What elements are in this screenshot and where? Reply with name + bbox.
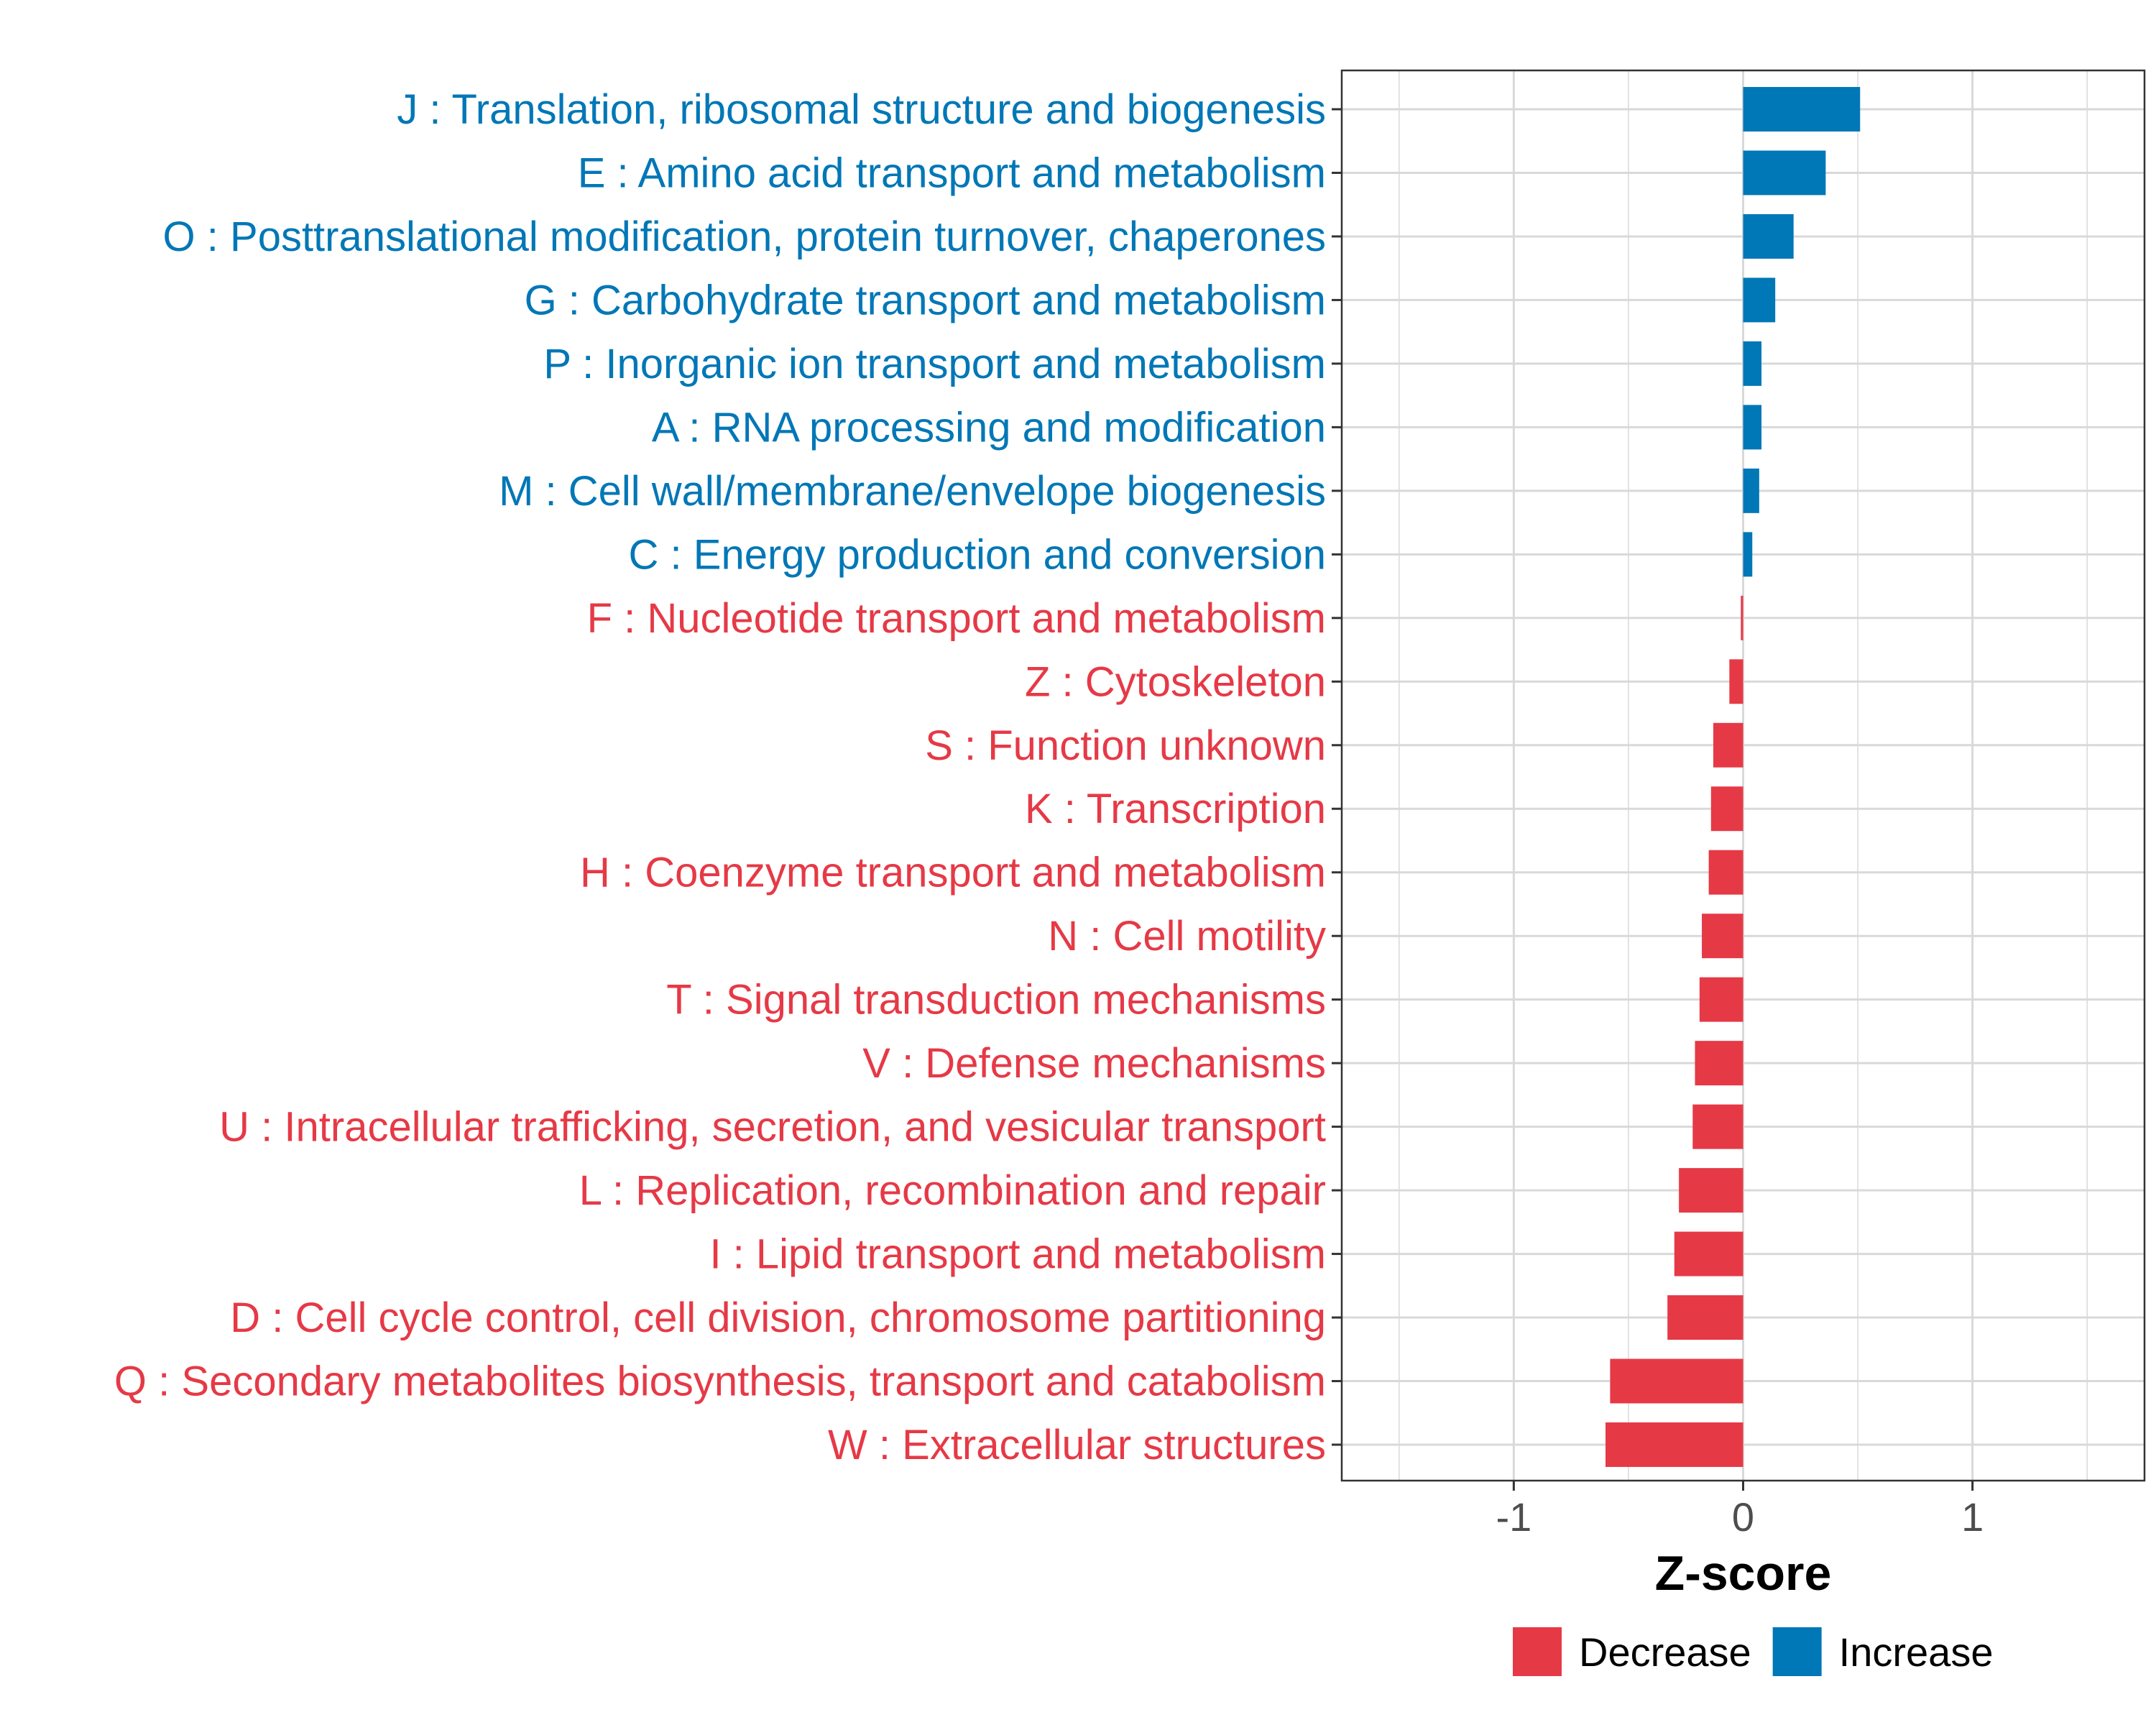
bar xyxy=(1743,405,1762,450)
category-label: F : Nucleotide transport and metabolism xyxy=(587,595,1326,642)
category-label: C : Energy production and conversion xyxy=(629,531,1326,578)
category-label: K : Transcription xyxy=(1025,786,1326,832)
category-label: L : Replication, recombination and repai… xyxy=(579,1167,1326,1214)
bar xyxy=(1710,786,1743,832)
legend-swatch xyxy=(1513,1627,1562,1676)
category-label: Z : Cytoskeleton xyxy=(1025,658,1326,705)
bar xyxy=(1743,213,1794,259)
bar xyxy=(1741,595,1743,640)
bar xyxy=(1729,659,1743,704)
category-label: J : Translation, ribosomal structure and… xyxy=(397,86,1326,133)
bar xyxy=(1743,341,1762,386)
bar xyxy=(1708,850,1743,895)
category-label: P : Inorganic ion transport and metaboli… xyxy=(543,341,1326,387)
category-label: U : Intracellular trafficking, secretion… xyxy=(219,1104,1326,1151)
x-axis-title: Z-score xyxy=(1655,1546,1832,1601)
legend-label: Increase xyxy=(1839,1629,1994,1675)
axis-ticks xyxy=(1332,108,1974,1491)
bar xyxy=(1674,1231,1743,1276)
x-tick-label: 1 xyxy=(1961,1494,1984,1540)
category-label: S : Function unknown xyxy=(925,722,1326,769)
category-label: I : Lipid transport and metabolism xyxy=(709,1231,1326,1278)
category-label: W : Extracellular structures xyxy=(828,1422,1326,1468)
bar xyxy=(1667,1295,1743,1340)
category-label: O : Posttranslational modification, prot… xyxy=(163,213,1326,260)
category-label: A : RNA processing and modification xyxy=(652,404,1326,451)
category-label: V : Defense mechanisms xyxy=(862,1040,1326,1087)
x-tick-labels: -1 0 1 xyxy=(1496,1494,1984,1540)
category-labels: J : Translation, ribosomal structure and… xyxy=(114,86,1326,1468)
bars xyxy=(1606,87,1861,1467)
legend-label: Decrease xyxy=(1579,1629,1751,1675)
x-tick-label: -1 xyxy=(1496,1494,1531,1540)
bar xyxy=(1699,977,1743,1022)
legend-item: Increase xyxy=(1772,1627,1994,1676)
category-label: M : Cell wall/membrane/envelope biogenes… xyxy=(499,468,1326,515)
bar xyxy=(1743,277,1776,323)
legend: Decrease Increase xyxy=(1513,1627,1993,1676)
bar xyxy=(1692,1104,1743,1149)
bar xyxy=(1695,1041,1743,1086)
category-label: G : Carbohydrate transport and metabolis… xyxy=(525,277,1326,323)
bar xyxy=(1743,150,1826,196)
bar xyxy=(1743,468,1759,513)
bar xyxy=(1743,87,1861,132)
x-tick-label: 0 xyxy=(1732,1494,1754,1540)
category-label: T : Signal transduction mechanisms xyxy=(666,977,1326,1024)
legend-swatch xyxy=(1772,1627,1822,1676)
bar xyxy=(1713,722,1743,768)
bar xyxy=(1743,532,1753,577)
category-label: Q : Secondary metabolites biosynthesis, … xyxy=(114,1358,1326,1405)
category-label: H : Coenzyme transport and metabolism xyxy=(580,850,1326,896)
category-label: E : Amino acid transport and metabolism xyxy=(578,150,1326,196)
category-label: D : Cell cycle control, cell division, c… xyxy=(230,1294,1326,1341)
bar xyxy=(1679,1168,1743,1213)
bar xyxy=(1610,1358,1743,1404)
legend-item: Decrease xyxy=(1513,1627,1751,1676)
category-label: N : Cell motility xyxy=(1048,913,1326,960)
bar xyxy=(1606,1422,1743,1467)
bar xyxy=(1702,914,1743,959)
